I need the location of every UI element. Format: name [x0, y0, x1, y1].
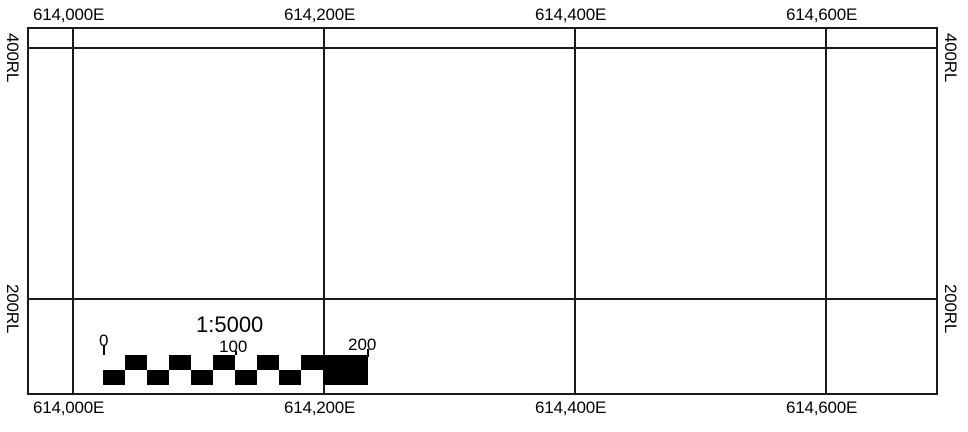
scalebar-tick	[103, 345, 105, 357]
axis-label-left-rl: 200RL	[3, 284, 22, 334]
scalebar-tick-label: 0	[99, 331, 109, 350]
scalebar-tick-label: 200	[348, 335, 377, 354]
axis-label-right-rl: 200RL	[941, 284, 960, 334]
axis-label-top-easting: 614,400E	[535, 5, 607, 24]
gridline-vertical	[323, 27, 325, 395]
axis-label-bottom-easting: 614,400E	[535, 398, 607, 417]
scale-bar	[103, 355, 368, 385]
axis-label-bottom-easting: 614,000E	[33, 398, 105, 417]
axis-label-left-rl: 400RL	[3, 33, 22, 83]
axis-label-top-easting: 614,000E	[33, 5, 105, 24]
axis-label-top-easting: 614,600E	[786, 5, 858, 24]
gridline-vertical	[825, 27, 827, 395]
gridline-horizontal	[27, 47, 938, 49]
axis-label-bottom-easting: 614,600E	[786, 398, 858, 417]
scalebar-tick	[367, 349, 369, 357]
scalebar-row-top	[103, 355, 368, 370]
gridline-horizontal	[27, 298, 938, 300]
axis-label-bottom-easting: 614,200E	[284, 398, 356, 417]
scalebar-row-bottom	[103, 370, 368, 385]
plot-frame	[27, 27, 938, 395]
axis-label-top-easting: 614,200E	[284, 5, 356, 24]
gridline-vertical	[72, 27, 74, 395]
gridline-vertical	[574, 27, 576, 395]
scalebar-tick-label: 100	[219, 337, 248, 356]
scale-ratio-label: 1:5000	[196, 312, 264, 337]
axis-label-right-rl: 400RL	[941, 33, 960, 83]
